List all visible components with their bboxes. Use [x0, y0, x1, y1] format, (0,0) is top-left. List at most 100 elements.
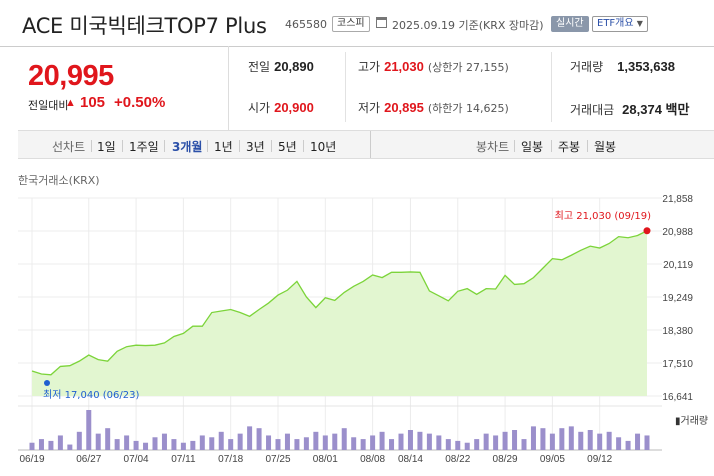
- etf-info-label: ETF개요: [597, 18, 634, 29]
- candle-daily[interactable]: 일봉: [521, 140, 544, 154]
- volume-bar: [237, 433, 243, 450]
- volume-bar: [161, 433, 167, 450]
- volume-bar: [209, 437, 215, 450]
- high-annotation: 최고 21,030 (09/19): [555, 210, 651, 222]
- volume-bar: [568, 426, 574, 450]
- volume-bar: [341, 428, 347, 450]
- lower-limit: (하한가 14,625): [427, 102, 509, 115]
- period-5y[interactable]: 5년: [278, 140, 297, 154]
- stat-label: 전일: [248, 60, 271, 74]
- x-tick-label: 07/11: [171, 454, 196, 465]
- volume-bar: [616, 437, 622, 450]
- period-3m[interactable]: 3개월: [172, 140, 203, 154]
- volume-bar: [540, 428, 546, 450]
- current-price: 20,995: [28, 60, 114, 92]
- volume-bar: [512, 430, 518, 450]
- change-label: 전일대비: [28, 99, 69, 112]
- stat-value: 21,030: [384, 59, 424, 74]
- divider: [514, 140, 515, 152]
- volume-bar: [351, 437, 357, 450]
- period-10y[interactable]: 10년: [310, 140, 337, 154]
- volume-bar: [133, 440, 139, 450]
- volume-bar: [483, 433, 489, 450]
- period-1y[interactable]: 1년: [214, 140, 233, 154]
- candle-weekly[interactable]: 주봉: [558, 140, 581, 154]
- price-change: 105: [80, 94, 106, 111]
- volume-bar: [530, 426, 536, 450]
- volume-bar: [549, 433, 555, 450]
- realtime-button[interactable]: 실시간: [551, 16, 589, 32]
- stat-value: 20,900: [274, 100, 314, 115]
- stat-value: 28,374 백만: [622, 102, 690, 117]
- y-tick-label: 21,858: [662, 194, 693, 205]
- up-arrow-icon: ▲: [65, 97, 76, 109]
- price-change-percent: +0.50%: [114, 94, 166, 111]
- volume-bar: [606, 431, 612, 450]
- divider: [239, 140, 240, 152]
- volume-bar: [48, 440, 54, 450]
- period-3y[interactable]: 3년: [246, 140, 265, 154]
- stat-open: 시가 20,900: [248, 99, 314, 119]
- calendar-icon: [376, 17, 387, 28]
- volume-bar: [247, 426, 253, 450]
- stat-high: 고가 21,030 (상한가 27,155): [358, 58, 509, 78]
- volume-bar: [180, 442, 186, 450]
- volume-bar: [578, 431, 584, 450]
- divider: [122, 140, 123, 152]
- volume-bar: [521, 439, 527, 450]
- x-tick-label: 09/12: [587, 454, 612, 465]
- price-area: [32, 230, 647, 396]
- volume-bar: [379, 431, 385, 450]
- y-tick-label: 17,510: [662, 359, 693, 370]
- volume-bar: [228, 439, 234, 450]
- divider: [587, 140, 588, 152]
- volume-bar: [143, 442, 149, 450]
- volume-bar: [455, 440, 461, 450]
- volume-bar: [275, 439, 281, 450]
- stock-header: ACE 미국빅테크TOP7 Plus 465580 코스피 2025.09.19…: [0, 0, 714, 46]
- volume-bar: [445, 439, 451, 450]
- volume-bar: [29, 442, 35, 450]
- etf-info-dropdown[interactable]: ETF개요 ▼: [592, 16, 648, 32]
- divider: [345, 52, 346, 122]
- stat-low: 저가 20,895 (하한가 14,625): [358, 99, 509, 119]
- candle-monthly[interactable]: 월봉: [594, 140, 617, 154]
- volume-bar: [152, 437, 158, 450]
- low-annotation: 최저 17,040 (06/23): [43, 389, 139, 401]
- x-tick-label: 09/05: [540, 454, 565, 465]
- period-1d[interactable]: 1일: [97, 140, 116, 154]
- price-panel: [0, 46, 714, 130]
- period-bar: 선차트 1일 1주일 3개월 1년 3년 5년 10년 봉차트 일봉 주봉 월봉: [18, 130, 714, 159]
- x-tick-label: 08/14: [398, 454, 423, 465]
- volume-bar: [76, 431, 82, 450]
- divider: [370, 131, 371, 158]
- volume-bar: [124, 435, 130, 450]
- volume-bar: [426, 433, 432, 450]
- market-badge: 코스피: [332, 16, 370, 32]
- volume-bar: [57, 435, 63, 450]
- volume-bar: [190, 440, 196, 450]
- volume-bar: [597, 433, 603, 450]
- volume-bar: [417, 431, 423, 450]
- volume-bar: [322, 435, 328, 450]
- volume-bar: [294, 439, 300, 450]
- high-marker: [643, 227, 651, 235]
- volume-bar: [407, 430, 413, 450]
- volume-bar: [389, 439, 395, 450]
- volume-bar: [493, 435, 499, 450]
- x-tick-label: 08/01: [313, 454, 338, 465]
- divider: [551, 140, 552, 152]
- volume-bar: [38, 439, 44, 450]
- x-tick-label: 07/25: [265, 454, 290, 465]
- divider: [91, 140, 92, 152]
- volume-bar: [436, 435, 442, 450]
- volume-bar: [86, 410, 92, 450]
- x-tick-label: 08/22: [445, 454, 470, 465]
- volume-bar: [67, 444, 73, 450]
- period-1w[interactable]: 1주일: [129, 140, 159, 154]
- divider: [164, 140, 165, 152]
- volume-bar: [256, 428, 262, 450]
- x-tick-label: 07/18: [218, 454, 243, 465]
- price-line: [31, 230, 648, 376]
- x-tick-label: 08/29: [493, 454, 518, 465]
